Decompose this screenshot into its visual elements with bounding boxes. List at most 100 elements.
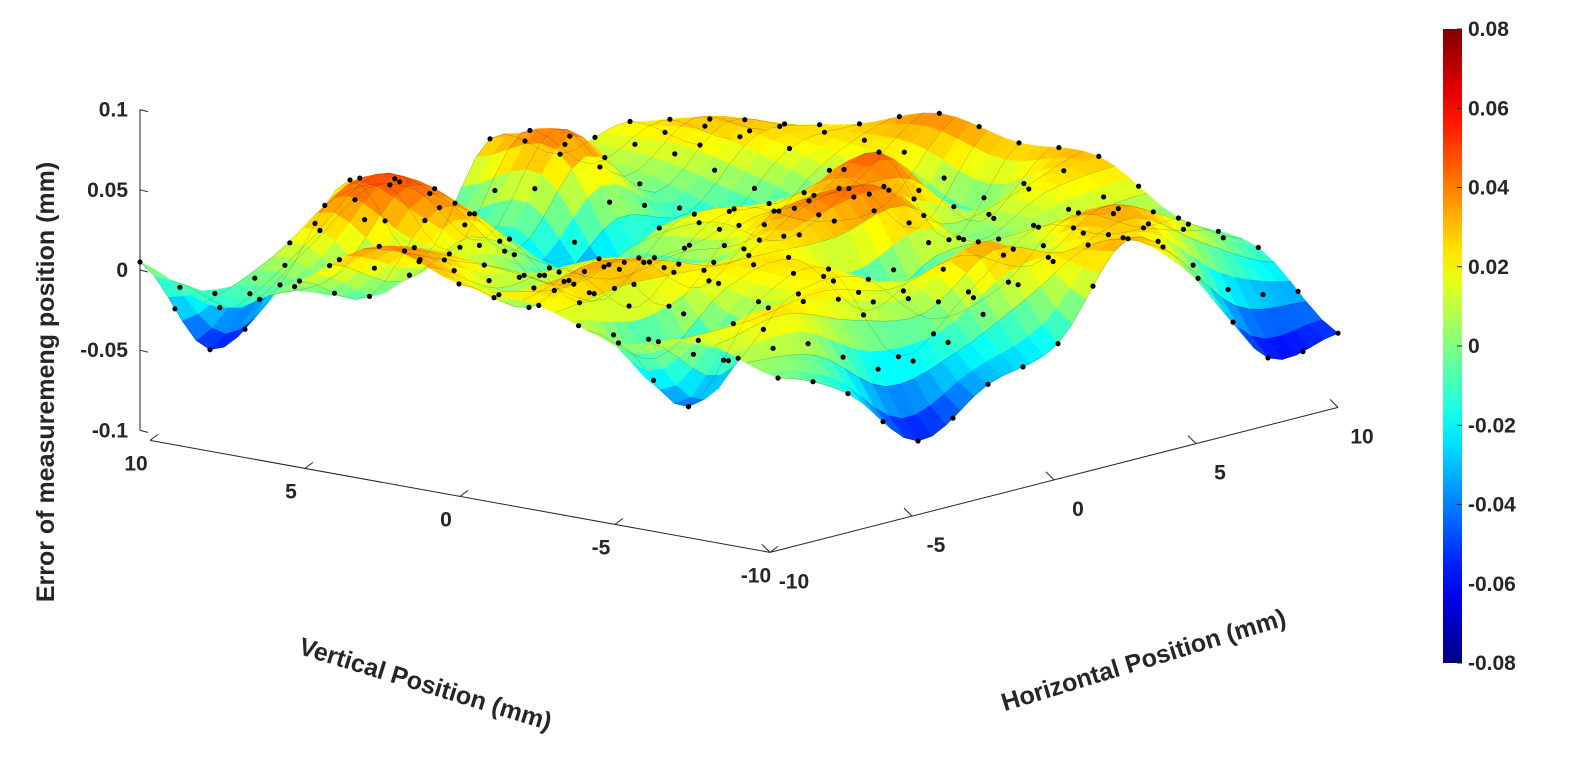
measurement-point <box>621 259 627 265</box>
z-tick-mark <box>139 429 149 433</box>
measurement-point <box>576 323 582 329</box>
measurement-point <box>946 237 952 243</box>
measurement-point <box>441 257 447 263</box>
measurement-point <box>571 281 577 287</box>
measurement-point <box>1075 210 1081 216</box>
measurement-point <box>597 164 603 170</box>
measurement-point <box>746 252 752 259</box>
measurement-point <box>871 208 877 214</box>
measurement-point <box>986 211 992 217</box>
measurement-point <box>1015 282 1021 288</box>
measurement-point <box>881 183 887 190</box>
measurement-point <box>677 205 683 211</box>
surface-mesh-line <box>554 166 1115 313</box>
measurement-point <box>770 345 776 351</box>
measurement-point <box>541 272 548 278</box>
colorbar-tick-label: 0.02 <box>1468 256 1509 279</box>
measurement-point <box>392 176 398 182</box>
surface-mesh-line <box>650 213 1211 376</box>
colorbar-tick-label: -0.08 <box>1468 652 1516 675</box>
measurement-point <box>935 299 942 305</box>
measurement-point <box>711 259 717 265</box>
measurement-point <box>856 289 862 295</box>
measurement-point <box>611 285 618 291</box>
measurement-point <box>257 296 263 302</box>
measurement-point <box>951 204 957 210</box>
measurement-point <box>601 264 607 270</box>
surface-mesh-line <box>714 217 1275 346</box>
measurement-point <box>1145 221 1151 227</box>
measurement-point <box>1005 279 1012 285</box>
measurement-point <box>242 326 248 332</box>
measurement-point <box>661 265 667 271</box>
measurement-point <box>591 291 597 297</box>
measurement-point <box>876 149 882 155</box>
measurement-point <box>476 242 482 248</box>
measurement-point <box>607 199 613 205</box>
measurement-point <box>1125 236 1131 242</box>
measurement-point <box>891 267 897 273</box>
measurement-point <box>975 239 981 245</box>
measurement-point <box>1136 183 1142 189</box>
measurement-point <box>637 181 643 187</box>
measurement-point <box>172 306 178 312</box>
measurement-point <box>742 117 748 123</box>
measurement-point <box>602 154 608 161</box>
measurement-point <box>845 390 851 397</box>
colorbar-tick-label: 0.08 <box>1468 18 1509 41</box>
measurement-point <box>642 202 648 208</box>
horizontal-tick-label: 5 <box>1214 462 1226 485</box>
measurement-point <box>910 358 916 364</box>
measurement-point <box>791 205 798 211</box>
measurement-point <box>317 227 323 234</box>
measurement-points <box>137 110 1341 444</box>
measurement-point <box>800 298 806 305</box>
horizontal-tick-mark <box>1045 471 1055 481</box>
measurement-point <box>217 305 223 311</box>
measurement-point <box>531 285 537 291</box>
measurement-point <box>1140 225 1147 231</box>
measurement-point <box>841 166 847 172</box>
measurement-point <box>1000 252 1007 258</box>
measurement-point <box>366 293 373 299</box>
measurement-point <box>1295 288 1301 294</box>
measurement-point <box>686 242 693 248</box>
measurement-point <box>1020 364 1026 370</box>
measurement-point <box>671 269 677 275</box>
surface-mesh-line <box>522 150 1083 301</box>
measurement-point <box>676 261 682 267</box>
measurement-point <box>766 200 772 207</box>
measurement-point <box>536 302 542 308</box>
surface-mesh-line <box>331 118 892 282</box>
vertical-tick-mark <box>149 433 159 441</box>
measurement-point <box>706 278 712 284</box>
measurement-point <box>527 127 533 134</box>
measurement-point <box>432 186 438 192</box>
measurement-point <box>801 190 807 196</box>
measurement-point <box>1255 244 1261 251</box>
measurement-point <box>207 347 213 353</box>
measurement-point <box>296 278 303 284</box>
measurement-point <box>606 262 612 268</box>
measurement-point <box>1190 262 1196 268</box>
measurement-point <box>821 273 827 279</box>
measurement-point <box>741 246 747 252</box>
measurement-point <box>926 240 932 246</box>
measurement-point <box>511 252 517 258</box>
measurement-point <box>831 218 837 224</box>
measurement-point <box>592 134 598 140</box>
measurement-point <box>516 274 522 280</box>
measurement-point <box>616 266 623 272</box>
measurement-point <box>371 265 377 271</box>
measurement-point <box>1220 235 1226 241</box>
measurement-point <box>940 266 946 272</box>
measurement-point <box>856 121 863 127</box>
measurement-point <box>615 340 622 346</box>
measurement-point <box>730 321 736 327</box>
colorbar-tick-label: 0.06 <box>1468 97 1509 120</box>
measurement-point <box>810 379 816 385</box>
surface-mesh-line <box>203 115 764 303</box>
measurement-point <box>905 296 911 302</box>
measurement-point <box>836 185 842 191</box>
measurement-point <box>1066 206 1072 212</box>
